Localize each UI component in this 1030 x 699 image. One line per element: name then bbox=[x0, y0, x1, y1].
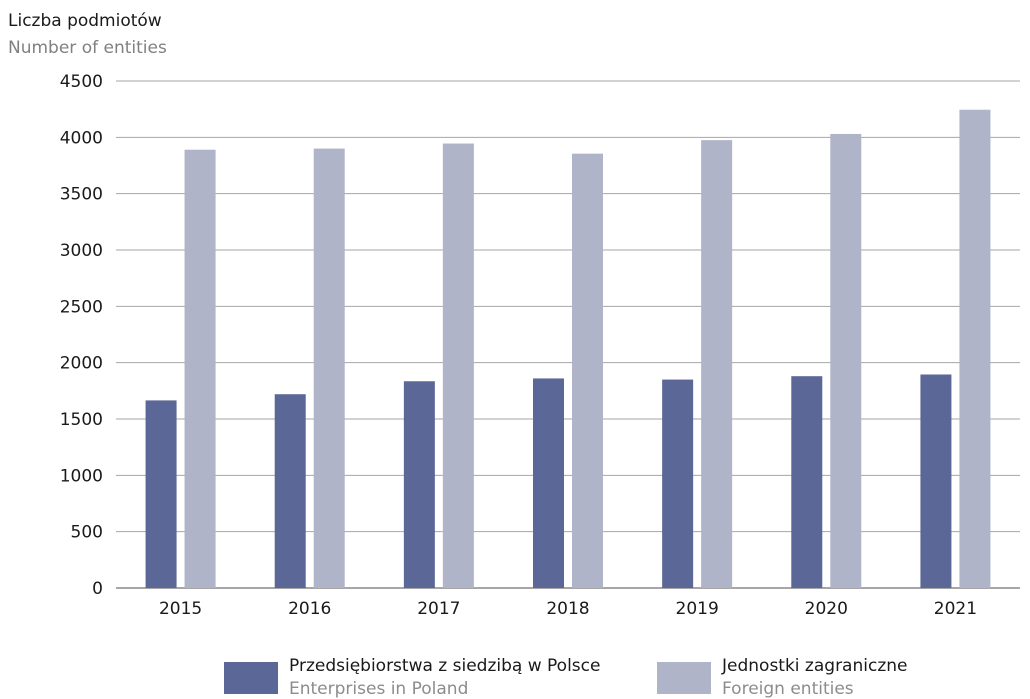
y-tick-label: 2000 bbox=[60, 354, 103, 374]
y-tick-label: 3500 bbox=[60, 185, 103, 205]
gridlines bbox=[116, 80, 1020, 589]
bar-enterprises-2019 bbox=[662, 379, 694, 588]
legend-label-foreign-en: Foreign entities bbox=[722, 679, 854, 699]
bar-foreign-2021 bbox=[959, 109, 991, 588]
bar-enterprises-2018 bbox=[533, 378, 564, 588]
legend: Przedsiębiorstwa z siedzibą w Polsce Ent… bbox=[224, 656, 907, 699]
y-tick-label: 1000 bbox=[60, 466, 103, 486]
bar-enterprises-2021 bbox=[920, 374, 952, 588]
legend-label-enterprises-en: Enterprises in Poland bbox=[289, 679, 468, 699]
x-tick-label: 2016 bbox=[288, 599, 331, 619]
bar-foreign-2020 bbox=[830, 133, 862, 588]
bar-enterprises-2015 bbox=[145, 400, 177, 588]
x-tick-label: 2015 bbox=[159, 599, 202, 619]
bar-enterprises-2020 bbox=[791, 376, 823, 588]
bar-foreign-2016 bbox=[313, 148, 345, 588]
bar-foreign-2019 bbox=[701, 140, 733, 588]
x-tick-labels: 2015 2016 2017 2018 2019 2020 2021 bbox=[159, 599, 977, 619]
x-tick-label: 2020 bbox=[805, 599, 848, 619]
y-tick-label: 3000 bbox=[60, 241, 103, 261]
y-axis-label-en: Number of entities bbox=[8, 38, 167, 58]
y-axis-label: Liczba podmiotów bbox=[8, 11, 162, 31]
bar-enterprises-2017 bbox=[403, 381, 435, 588]
bar-foreign-2018 bbox=[572, 153, 603, 589]
x-tick-label: 2018 bbox=[546, 599, 589, 619]
x-tick-label: 2021 bbox=[934, 599, 977, 619]
legend-swatch-foreign bbox=[657, 662, 711, 694]
legend-label-enterprises: Przedsiębiorstwa z siedzibą w Polsce bbox=[289, 656, 600, 676]
legend-swatch-enterprises bbox=[224, 662, 278, 694]
bar-foreign-2017 bbox=[442, 143, 474, 588]
y-tick-labels: 0 500 1000 1500 2000 2500 3000 3500 4000 4500 bbox=[60, 72, 103, 599]
y-tick-label: 1500 bbox=[60, 410, 103, 430]
y-tick-label: 4000 bbox=[60, 128, 103, 148]
bar-foreign-2015 bbox=[184, 149, 216, 588]
x-tick-label: 2019 bbox=[676, 599, 719, 619]
y-tick-label: 500 bbox=[71, 523, 103, 543]
y-tick-label: 2500 bbox=[60, 297, 103, 317]
x-tick-label: 2017 bbox=[417, 599, 460, 619]
y-tick-label: 0 bbox=[92, 579, 103, 599]
y-tick-label: 4500 bbox=[60, 72, 103, 92]
bar-enterprises-2016 bbox=[274, 394, 306, 588]
bars bbox=[145, 109, 991, 589]
legend-label-foreign: Jednostki zagraniczne bbox=[721, 656, 907, 676]
